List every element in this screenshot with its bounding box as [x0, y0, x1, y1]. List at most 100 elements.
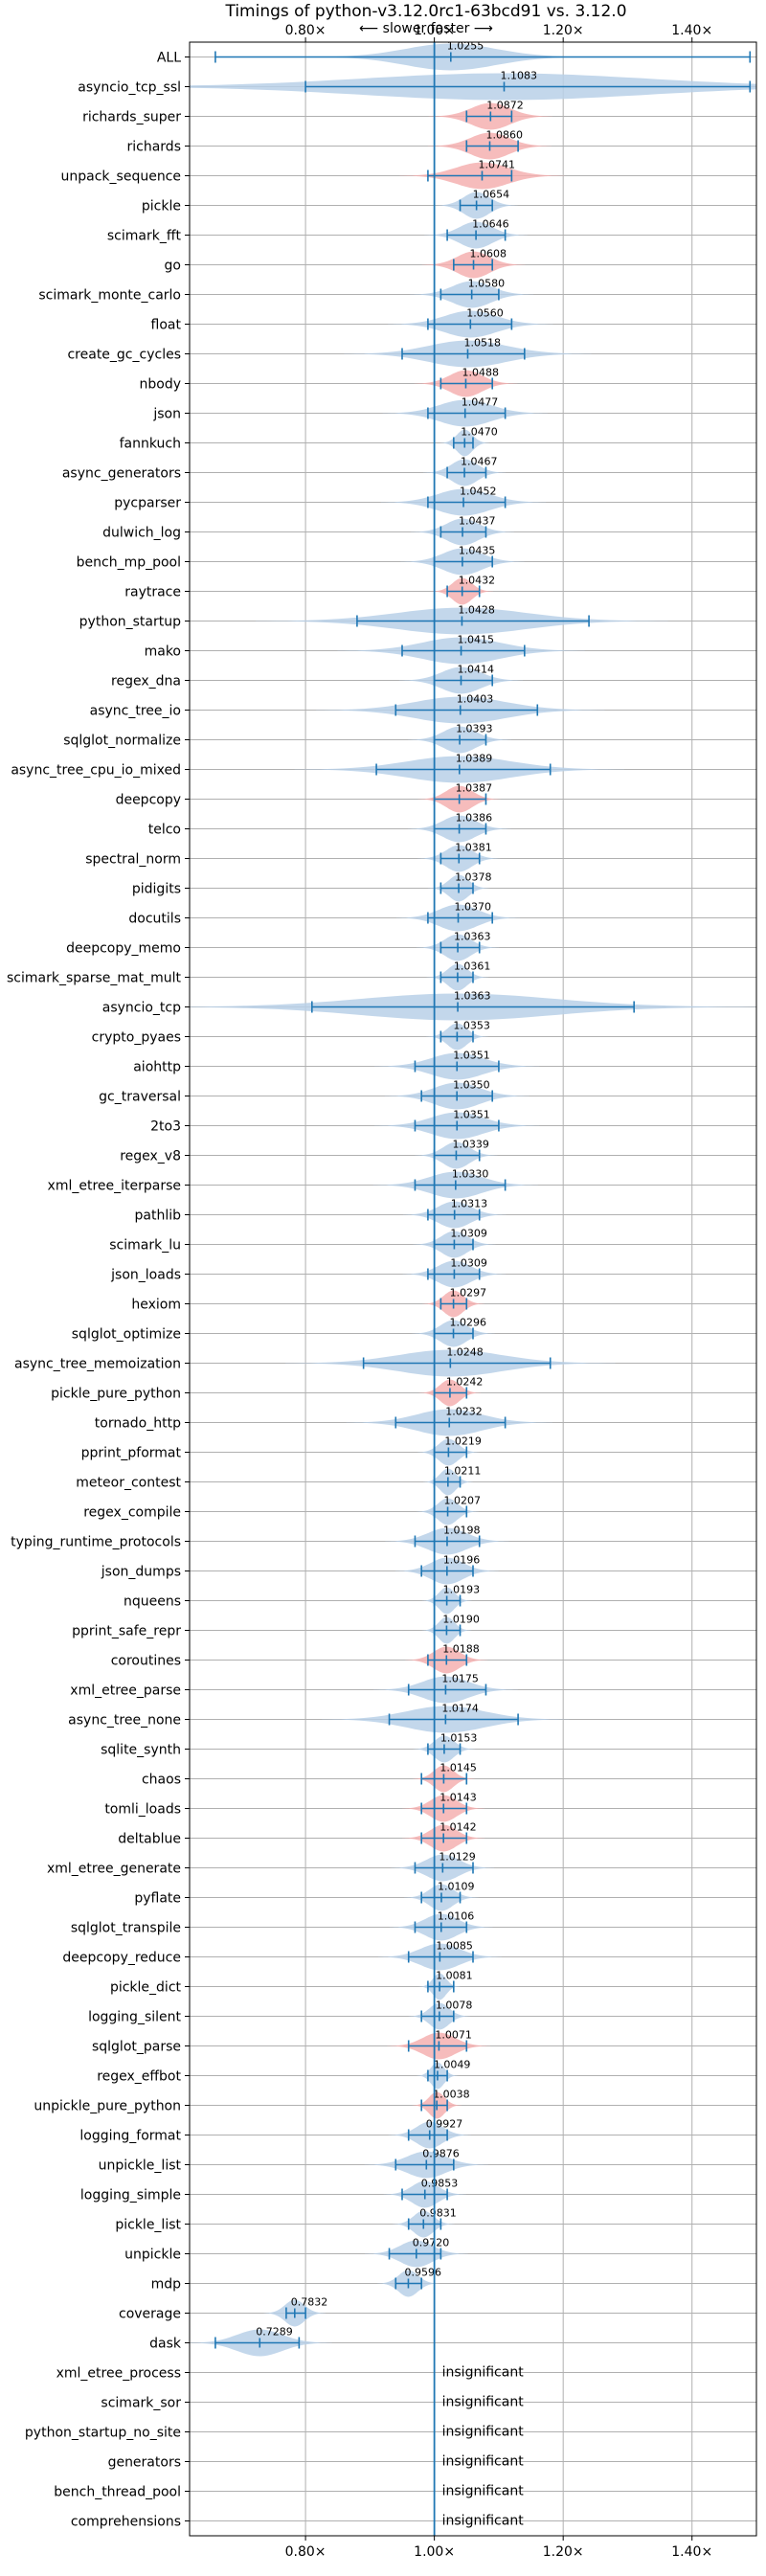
value-label: 1.0038 — [433, 2089, 470, 2101]
benchmark-label: sqlglot_normalize — [63, 734, 181, 749]
value-label: 1.0330 — [452, 1168, 489, 1181]
benchmark-label: sqlglot_optimize — [72, 1327, 181, 1343]
benchmark-label: xml_etree_generate — [47, 1862, 181, 1877]
value-label: 1.0109 — [438, 1881, 475, 1893]
benchmark-label: xml_etree_parse — [70, 1683, 181, 1699]
value-label: 1.0415 — [458, 634, 495, 646]
value-label: 1.0351 — [453, 1109, 490, 1121]
value-label: 1.0129 — [439, 1851, 476, 1864]
value-label: 1.0297 — [450, 1287, 487, 1299]
benchmark-label: coverage — [119, 2307, 181, 2322]
benchmark-label: logging_simple — [80, 2188, 181, 2203]
benchmark-label: unpack_sequence — [61, 169, 181, 185]
benchmark-label: regex_dna — [111, 674, 181, 689]
value-label: 1.0403 — [457, 693, 494, 706]
benchmark-label: gc_traversal — [99, 1090, 181, 1105]
benchmark-label: nqueens — [124, 1594, 181, 1610]
benchmark-label: pathlib — [135, 1209, 182, 1224]
value-label: 1.0872 — [486, 100, 524, 112]
benchmark-label: xml_etree_iterparse — [48, 1179, 181, 1194]
benchmark-label: pprint_safe_repr — [72, 1624, 181, 1639]
benchmark-label: comprehensions — [71, 2515, 181, 2530]
data-marks: 1.0255 1.1083 1.0872 1.0860 1.0741 1.0654 1.06… — [190, 40, 756, 2536]
benchmark-label: docutils — [128, 912, 181, 927]
benchmark-label: raytrace — [124, 585, 181, 600]
benchmark-label: fannkuch — [120, 437, 181, 452]
value-label: 1.0363 — [454, 931, 491, 943]
value-label: 1.0049 — [434, 2059, 471, 2071]
value-label: 1.0193 — [443, 1584, 481, 1596]
direction-hint: ⟵ slower faster ⟶ — [359, 21, 493, 36]
value-label: 1.0071 — [435, 2029, 472, 2042]
value-label: 1.0646 — [472, 218, 509, 231]
benchmark-label: json_loads — [110, 1268, 181, 1283]
value-label: 1.1083 — [500, 70, 537, 82]
benchmark-label: logging_silent — [88, 2010, 181, 2025]
value-label: 1.0386 — [456, 812, 493, 825]
value-label: 0.7289 — [256, 2326, 293, 2339]
benchmark-label: async_tree_cpu_io_mixed — [11, 763, 181, 779]
benchmark-label: mako — [145, 644, 181, 660]
value-label: 1.0560 — [466, 307, 504, 320]
value-label: 1.0198 — [443, 1525, 481, 1537]
benchmark-label: sqlglot_transpile — [71, 1921, 181, 1936]
benchmark-label: ALL — [157, 51, 181, 66]
x-tick-label-top: 1.40× — [671, 23, 712, 38]
value-label: 1.0081 — [436, 1970, 473, 1982]
value-label: 1.0608 — [470, 248, 507, 260]
benchmark-label: pyflate — [134, 1891, 181, 1907]
value-label: 0.9720 — [413, 2237, 450, 2249]
benchmark-label: xml_etree_process — [56, 2366, 181, 2382]
value-label: 1.0741 — [478, 159, 515, 171]
value-label: 1.0378 — [455, 871, 491, 884]
benchmark-label: sqlglot_parse — [92, 2040, 181, 2055]
value-label: 1.0488 — [462, 367, 499, 379]
insignificant-label: insignificant — [442, 2484, 525, 2499]
x-tick-label-bottom: 1.00× — [414, 2544, 455, 2560]
x-tick-label-bottom: 1.20× — [543, 2544, 584, 2560]
value-label: 1.0393 — [456, 723, 493, 735]
benchmark-label: deepcopy_reduce — [62, 1951, 181, 1966]
benchmark-label: json — [152, 407, 181, 422]
benchmark-label: nbody — [140, 377, 182, 393]
x-tick-label-top: 1.20× — [543, 23, 584, 38]
benchmark-label: generators — [108, 2455, 181, 2471]
x-tick-label-bottom: 1.40× — [671, 2544, 712, 2560]
value-label: 0.7832 — [291, 2296, 328, 2309]
benchmark-label: scimark_fft — [107, 229, 182, 244]
benchmark-label: float — [151, 318, 182, 333]
benchmark-label: richards — [127, 140, 182, 155]
value-label: 1.0106 — [438, 1910, 475, 1923]
insignificant-label: insignificant — [442, 2514, 525, 2529]
benchmark-label: pickle_dict — [110, 1980, 182, 1996]
value-label: 1.0190 — [442, 1614, 480, 1626]
benchmark-label: deltablue — [118, 1832, 181, 1847]
value-label: 1.0387 — [456, 782, 493, 795]
benchmark-label: tomli_loads — [104, 1802, 181, 1818]
value-label: 1.0296 — [450, 1317, 487, 1329]
benchmark-label: tornado_http — [95, 1416, 181, 1432]
value-label: 1.0242 — [446, 1376, 484, 1389]
value-label: 1.0452 — [460, 486, 497, 498]
benchmark-label: regex_effbot — [97, 2069, 181, 2085]
benchmark-label: pickle_list — [115, 2218, 181, 2233]
value-label: 1.0654 — [473, 189, 509, 201]
benchmark-label: unpickle_pure_python — [34, 2099, 181, 2114]
benchmark-label: dulwich_log — [102, 526, 181, 541]
value-label: 1.0248 — [446, 1346, 484, 1359]
value-label: 0.9831 — [419, 2207, 457, 2220]
benchmark-label: async_tree_none — [68, 1713, 181, 1729]
value-label: 1.0477 — [462, 396, 499, 409]
benchmark-label: asyncio_tcp — [102, 1001, 181, 1016]
benchmark-label: 2to3 — [150, 1119, 181, 1135]
value-label: 1.0219 — [444, 1435, 482, 1448]
insignificant-label: insignificant — [442, 2365, 525, 2381]
benchmark-label: pickle — [142, 199, 181, 215]
insignificant-label: insignificant — [442, 2395, 525, 2410]
benchmark-label: meteor_contest — [76, 1476, 181, 1491]
benchmark-label: deepcopy — [116, 793, 181, 808]
chart-title: Timings of python-v3.12.0rc1-63bcd91 vs.… — [224, 2, 626, 21]
benchmark-label: pprint_pformat — [81, 1446, 182, 1461]
benchmark-label: python_startup_no_site — [25, 2426, 181, 2441]
